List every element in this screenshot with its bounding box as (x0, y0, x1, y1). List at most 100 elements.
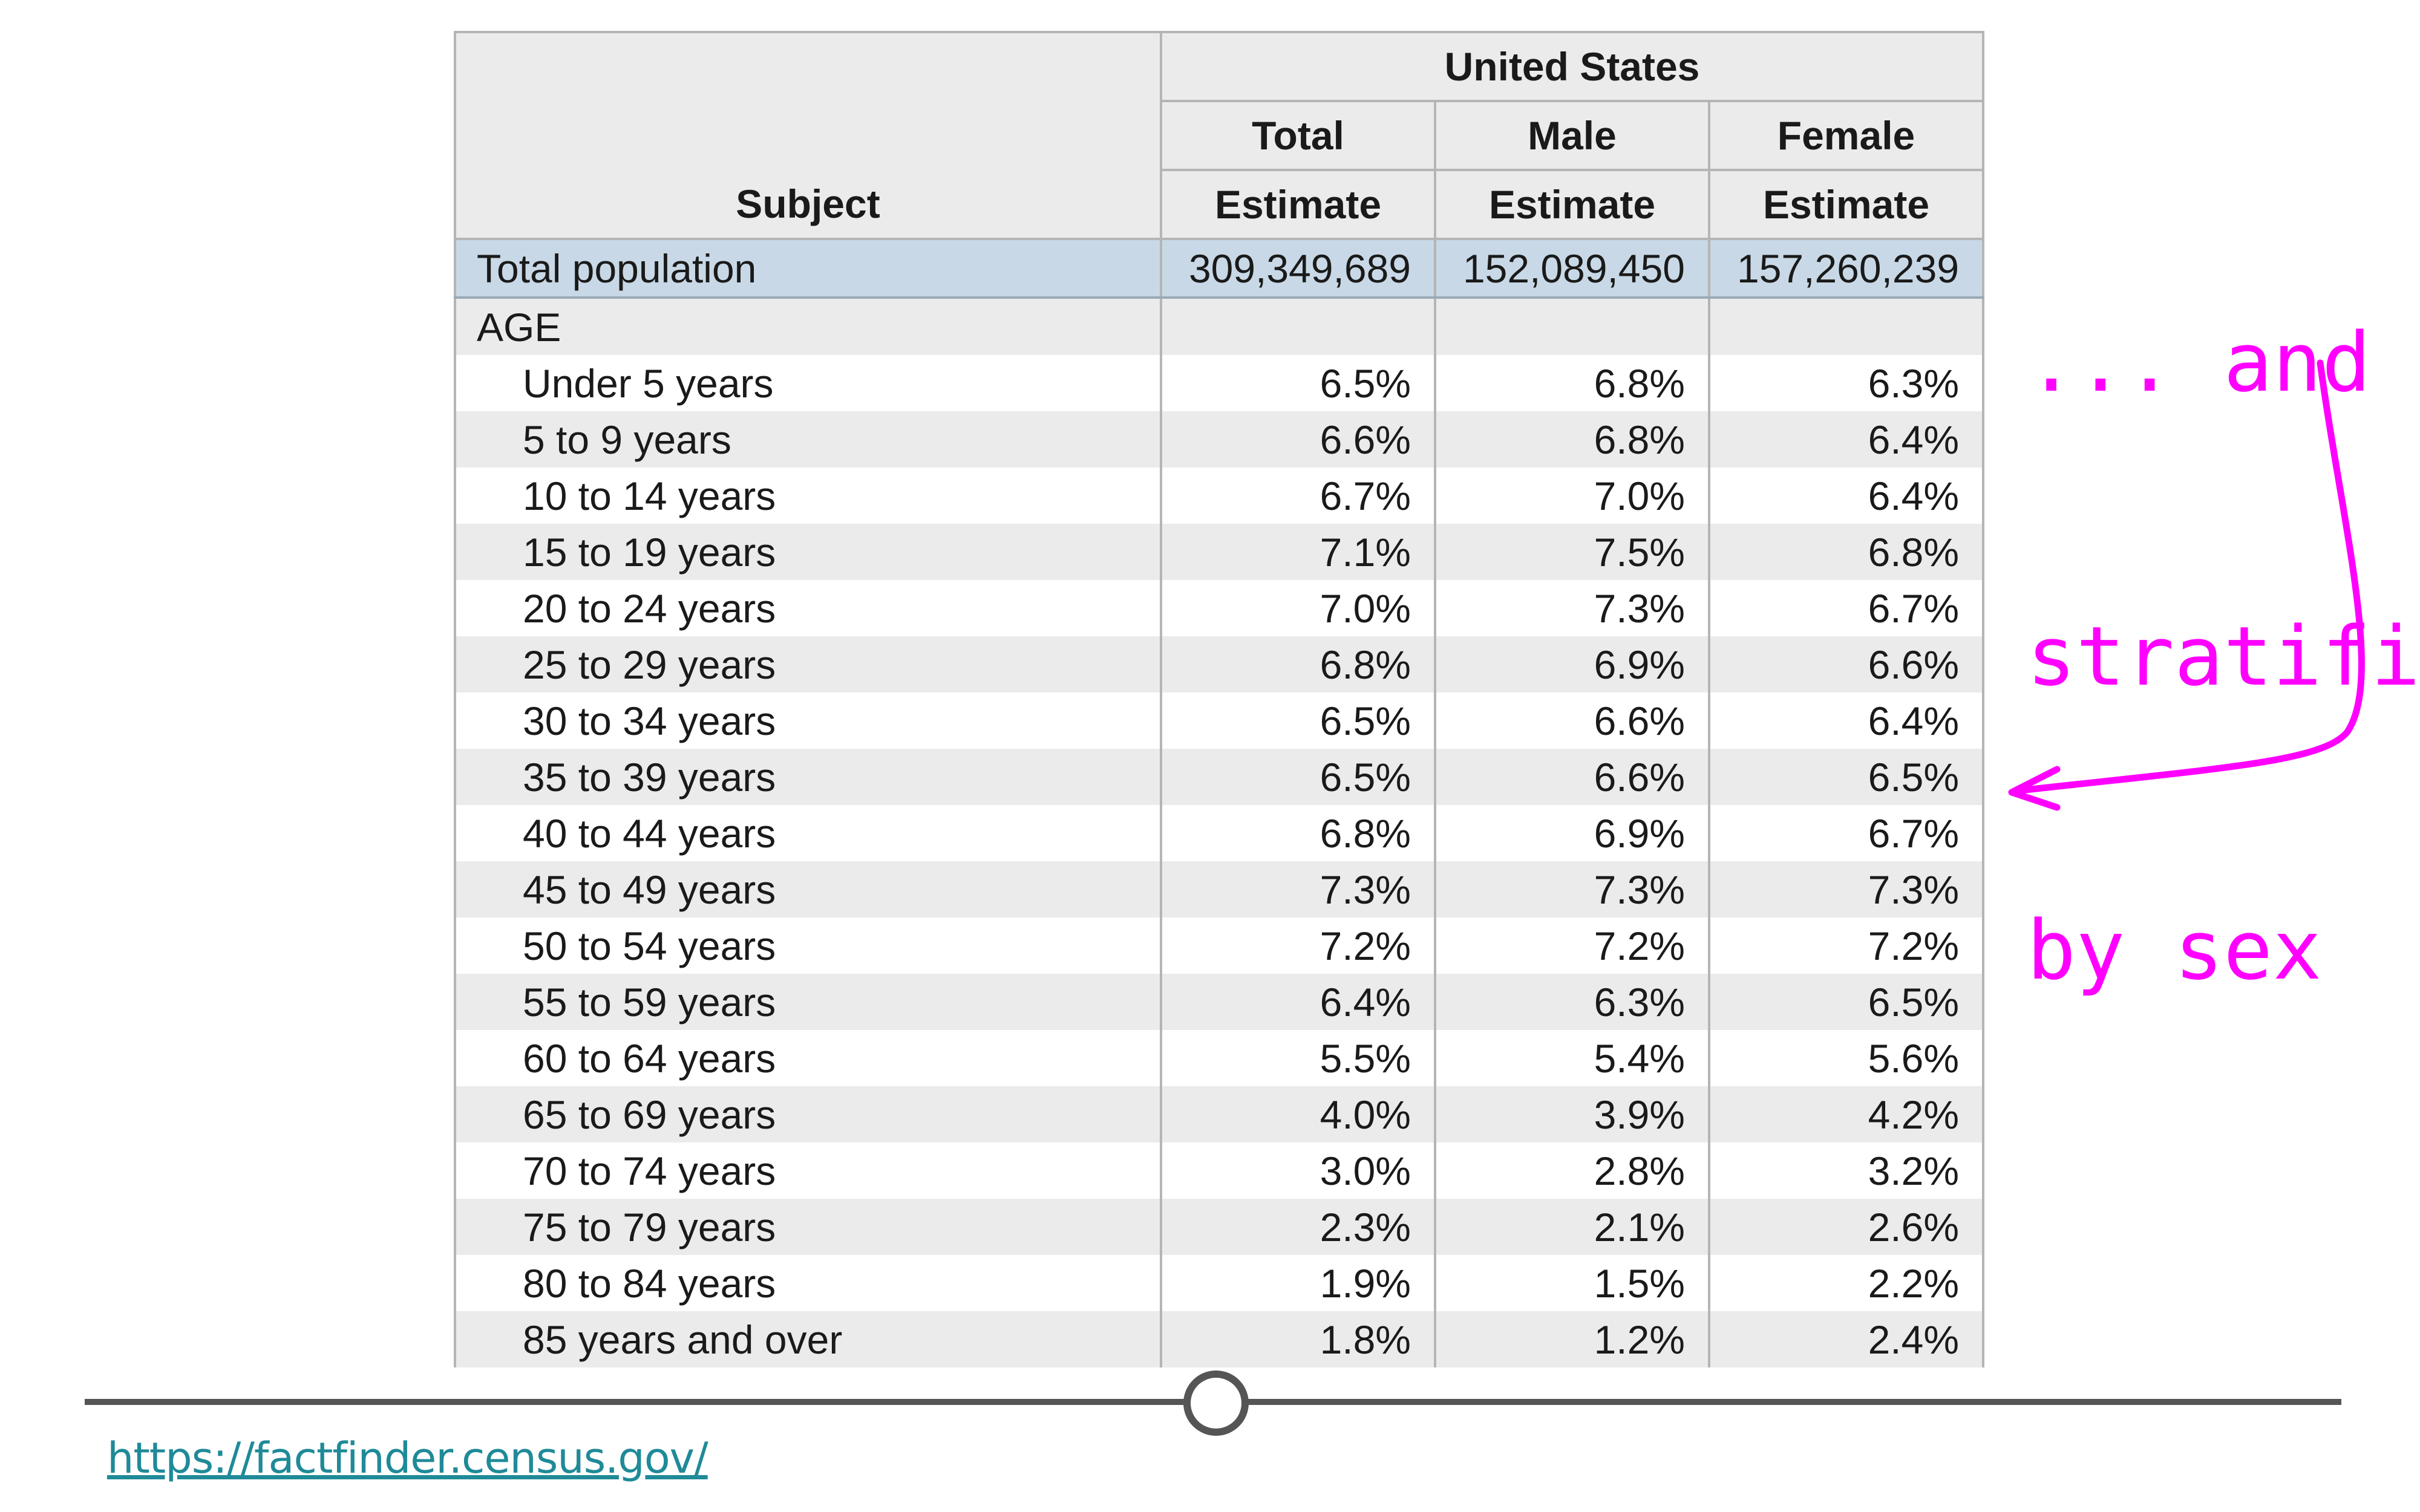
cell-total: 5.5% (1160, 1030, 1436, 1086)
cell-male: 6.8% (1434, 355, 1710, 411)
row-label: Total population (454, 238, 1162, 299)
cell-total: 6.5% (1160, 355, 1436, 411)
table-row: 15 to 19 years 7.1% 7.5% 6.8% (454, 524, 1985, 580)
curved-arrow-icon (2008, 359, 2365, 811)
row-label: 15 to 19 years (454, 524, 1162, 580)
cell-total: 6.5% (1160, 749, 1436, 805)
cell-male: 7.0% (1434, 468, 1710, 524)
row-label: 20 to 24 years (454, 580, 1162, 636)
table-body: Total population 309,349,689 152,089,450… (454, 238, 1985, 1367)
cell-female: 6.6% (1707, 636, 1985, 692)
cell-total: 309,349,689 (1160, 238, 1436, 299)
table-row: 35 to 39 years 6.5% 6.6% 6.5% (454, 749, 1985, 805)
cell-female: 2.4% (1707, 1311, 1985, 1367)
cell-male: 6.6% (1434, 749, 1710, 805)
row-label: 30 to 34 years (454, 692, 1162, 749)
row-label: 55 to 59 years (454, 974, 1162, 1030)
table-row: 85 years and over 1.8% 1.2% 2.4% (454, 1311, 1985, 1367)
cell-male: 6.9% (1434, 805, 1710, 861)
annotation-line: ... and (2027, 315, 2371, 410)
cell-female: 4.2% (1707, 1086, 1985, 1142)
age-section-row: AGE (454, 298, 1985, 355)
cell-male: 2.1% (1434, 1199, 1710, 1255)
row-label: 70 to 74 years (454, 1142, 1162, 1199)
cell-female: 7.3% (1707, 861, 1985, 917)
row-label: 25 to 29 years (454, 636, 1162, 692)
census-age-sex-table: Subject United States Total Male Female … (454, 31, 1985, 1367)
cell-total: 6.8% (1160, 805, 1436, 861)
cell-total: 1.8% (1160, 1311, 1436, 1367)
cell-male: 7.3% (1434, 861, 1710, 917)
cell-male: 1.5% (1434, 1255, 1710, 1311)
cell-male: 5.4% (1434, 1030, 1710, 1086)
table-row: 60 to 64 years 5.5% 5.4% 5.6% (454, 1030, 1985, 1086)
total-population-row: Total population 309,349,689 152,089,450… (454, 238, 1985, 299)
cell-male: 6.6% (1434, 692, 1710, 749)
cell-male: 6.8% (1434, 411, 1710, 468)
table-row: 70 to 74 years 3.0% 2.8% 3.2% (454, 1142, 1985, 1199)
cell-female: 7.2% (1707, 917, 1985, 974)
row-label: 10 to 14 years (454, 468, 1162, 524)
cell-male: 3.9% (1434, 1086, 1710, 1142)
cell-female: 5.6% (1707, 1030, 1985, 1086)
cell-male: 7.3% (1434, 580, 1710, 636)
group-header-united-states: United States (1159, 31, 1985, 102)
cell-total: 7.1% (1160, 524, 1436, 580)
annotation-line: stratified (2027, 609, 2420, 704)
cell-female: 6.7% (1707, 580, 1985, 636)
table-row: 10 to 14 years 6.7% 7.0% 6.4% (454, 468, 1985, 524)
table-row: 75 to 79 years 2.3% 2.1% 2.6% (454, 1199, 1985, 1255)
column-subheader-female-estimate: Estimate (1707, 169, 1985, 240)
row-label: 85 years and over (454, 1311, 1162, 1367)
cell-total: 1.9% (1160, 1255, 1436, 1311)
column-subheader-male-estimate: Estimate (1434, 169, 1710, 240)
row-label: 60 to 64 years (454, 1030, 1162, 1086)
column-header-female: Female (1707, 100, 1985, 171)
row-label: Under 5 years (454, 355, 1162, 411)
column-header-male: Male (1434, 100, 1710, 171)
row-label: 45 to 49 years (454, 861, 1162, 917)
row-label: 50 to 54 years (454, 917, 1162, 974)
cell-female: 6.5% (1707, 974, 1985, 1030)
cell-male: 7.5% (1434, 524, 1710, 580)
cell-female: 2.6% (1707, 1199, 1985, 1255)
column-header-total: Total (1160, 100, 1436, 171)
cell-female: 6.4% (1707, 468, 1985, 524)
timeline-handle[interactable] (1183, 1370, 1249, 1436)
row-label: 80 to 84 years (454, 1255, 1162, 1311)
cell-female: 6.7% (1707, 805, 1985, 861)
cell-female: 6.4% (1707, 692, 1985, 749)
cell-male: 7.2% (1434, 917, 1710, 974)
cell-total: 2.3% (1160, 1199, 1436, 1255)
table-row: 30 to 34 years 6.5% 6.6% 6.4% (454, 692, 1985, 749)
cell-female: 6.4% (1707, 411, 1985, 468)
cell-total: 6.6% (1160, 411, 1436, 468)
cell-female: 6.5% (1707, 749, 1985, 805)
row-label: 65 to 69 years (454, 1086, 1162, 1142)
row-label: 35 to 39 years (454, 749, 1162, 805)
annotation-line: by sex (2027, 903, 2322, 998)
empty-cell (1160, 298, 1436, 355)
cell-female: 3.2% (1707, 1142, 1985, 1199)
section-label: AGE (454, 298, 1162, 355)
table-row: 25 to 29 years 6.8% 6.9% 6.6% (454, 636, 1985, 692)
table-row: 40 to 44 years 6.8% 6.9% 6.7% (454, 805, 1985, 861)
cell-total: 6.5% (1160, 692, 1436, 749)
cell-female: 2.2% (1707, 1255, 1985, 1311)
table-row: 50 to 54 years 7.2% 7.2% 7.2% (454, 917, 1985, 974)
cell-total: 6.4% (1160, 974, 1436, 1030)
table-row: 55 to 59 years 6.4% 6.3% 6.5% (454, 974, 1985, 1030)
cell-total: 7.0% (1160, 580, 1436, 636)
table-row: 20 to 24 years 7.0% 7.3% 6.7% (454, 580, 1985, 636)
cell-total: 7.2% (1160, 917, 1436, 974)
cell-female: 6.8% (1707, 524, 1985, 580)
cell-male: 152,089,450 (1434, 238, 1710, 299)
source-link[interactable]: https://factfinder.census.gov/ (107, 1433, 708, 1483)
table-row: 65 to 69 years 4.0% 3.9% 4.2% (454, 1086, 1985, 1142)
row-label: 40 to 44 years (454, 805, 1162, 861)
table-row: 80 to 84 years 1.9% 1.5% 2.2% (454, 1255, 1985, 1311)
cell-male: 6.3% (1434, 974, 1710, 1030)
cell-total: 6.7% (1160, 468, 1436, 524)
stratified-by-sex-annotation: ... and stratified by sex (2027, 118, 2420, 1196)
